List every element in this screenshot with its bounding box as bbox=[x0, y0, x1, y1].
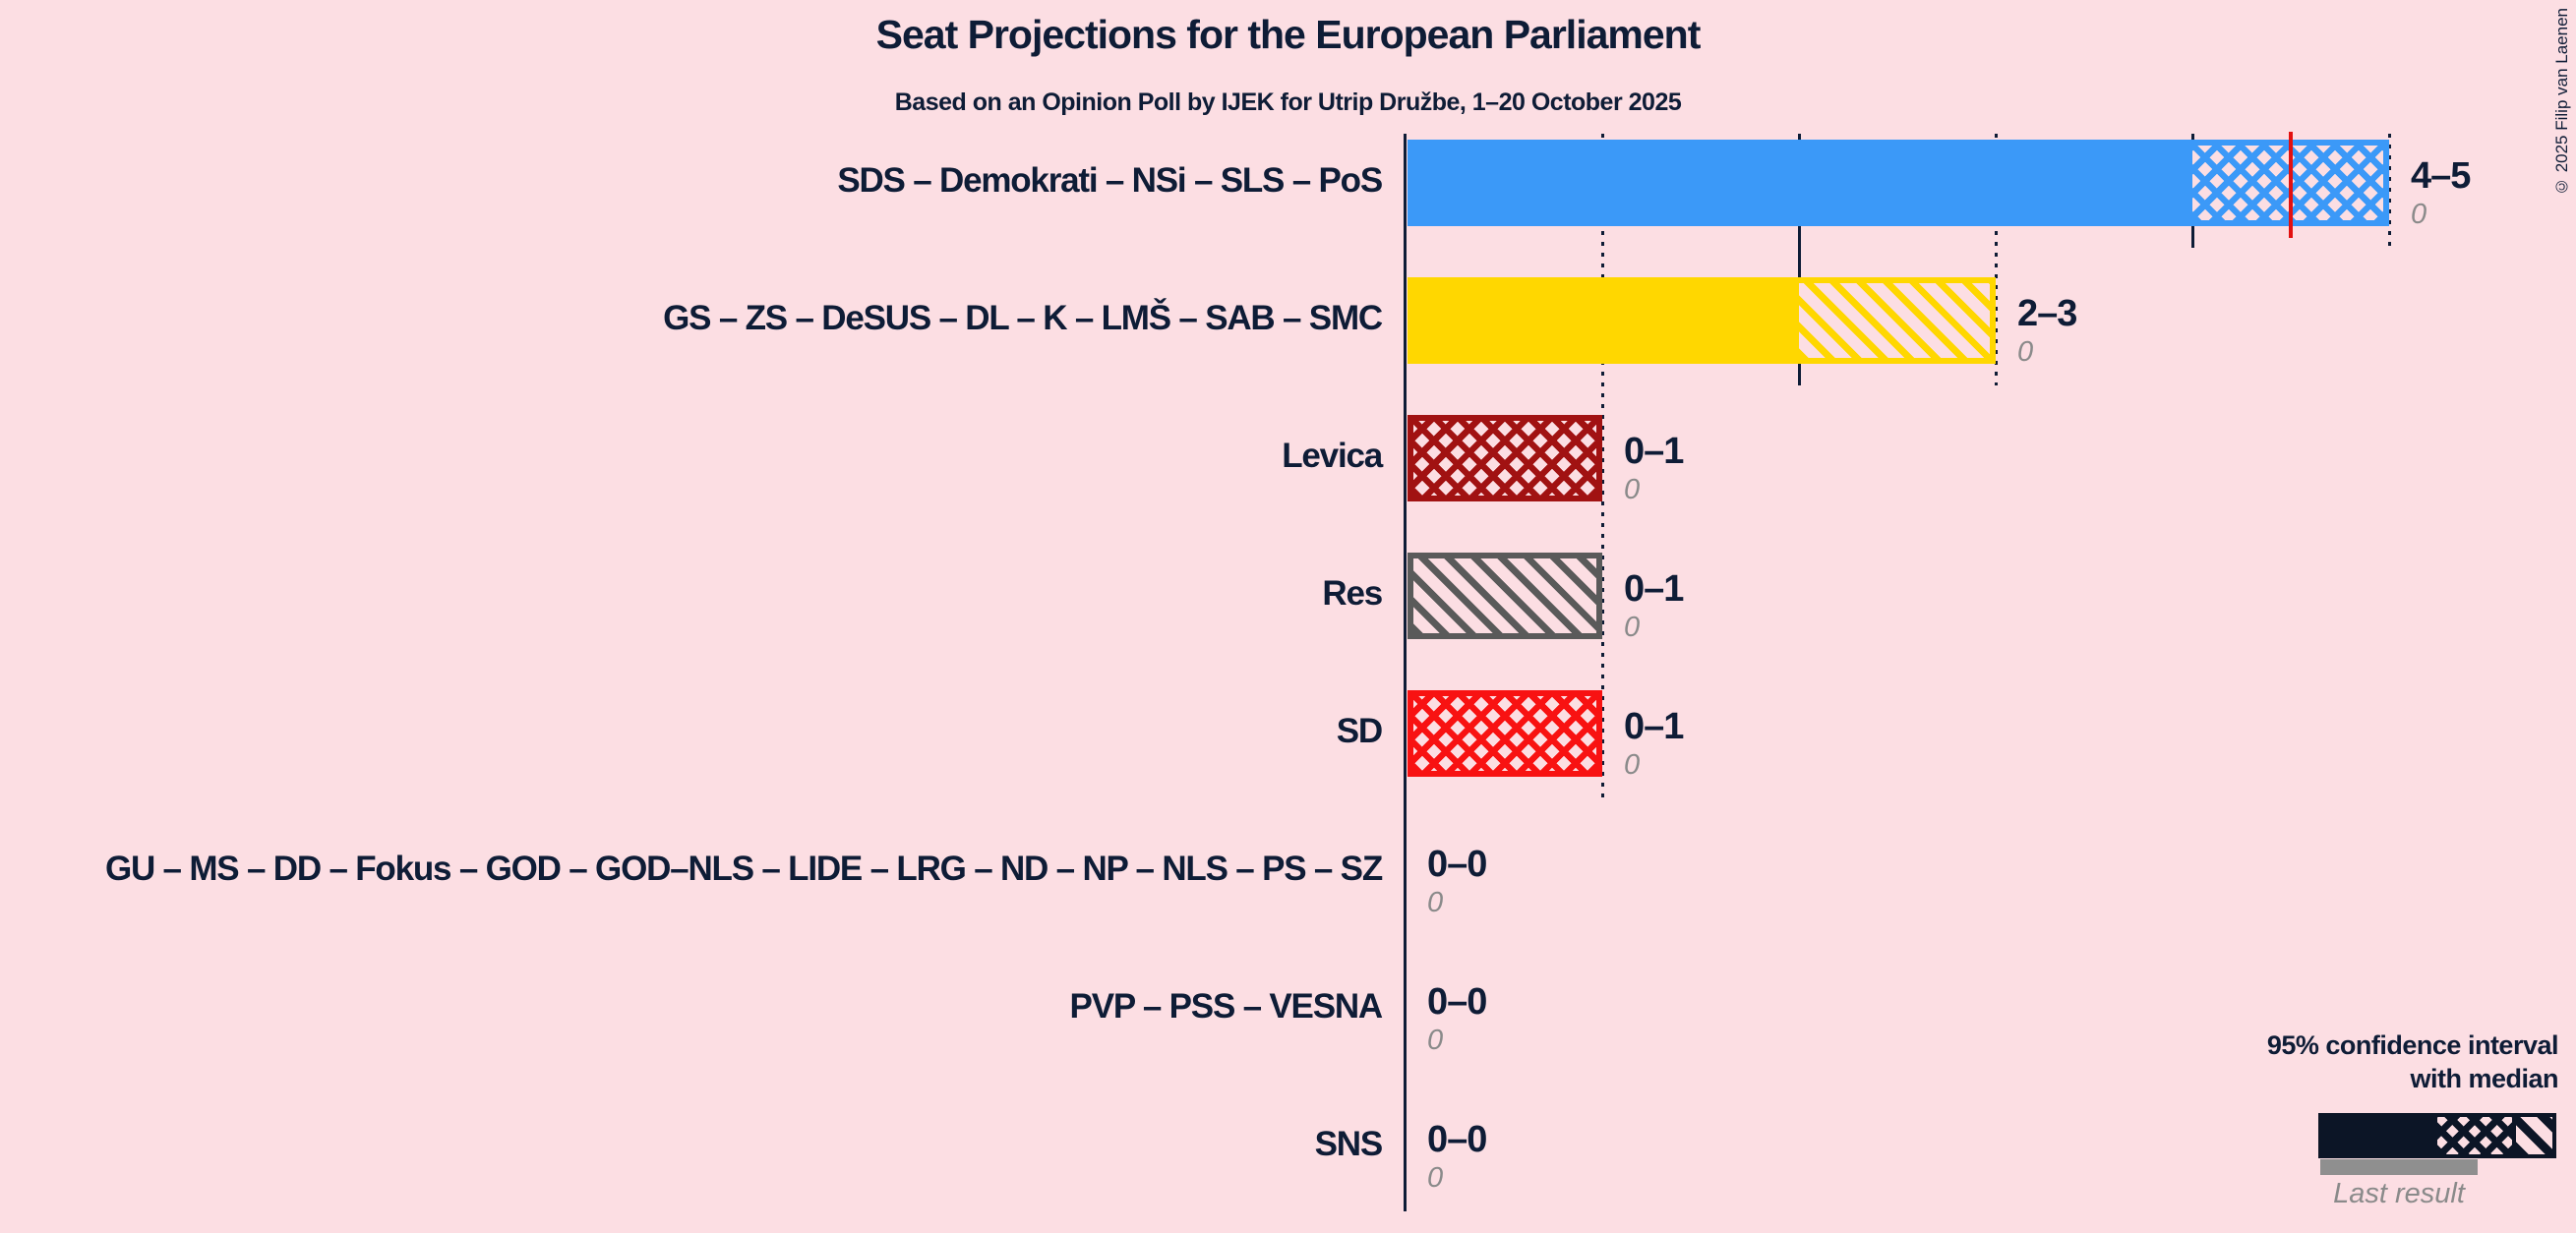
last-result-value: 0 bbox=[1427, 1025, 1444, 1056]
x-axis-line bbox=[1404, 134, 1407, 1211]
chart-subtitle: Based on an Opinion Poll by IJEK for Utr… bbox=[894, 88, 1682, 116]
chart-title: Seat Projections for the European Parlia… bbox=[875, 12, 1702, 57]
seat-range-label: 0–0 bbox=[1427, 844, 1487, 885]
last-result-value: 0 bbox=[1427, 887, 1444, 918]
seat-range-label: 0–1 bbox=[1624, 431, 1684, 472]
last-result-value: 0 bbox=[2017, 336, 2034, 368]
seat-range-label: 0–1 bbox=[1624, 568, 1684, 610]
seat-range-label: 0–1 bbox=[1624, 706, 1684, 747]
legend-confidence-bar bbox=[2318, 1113, 2556, 1158]
ci-hatch-segment bbox=[1408, 553, 1602, 639]
ci-hatch-segment bbox=[1799, 277, 1996, 364]
gridline-dotted bbox=[1601, 134, 1604, 798]
last-result-value: 0 bbox=[1624, 612, 1641, 643]
ci-solid-segment bbox=[1408, 277, 1799, 364]
legend-ci-label-line2: with median bbox=[2410, 1064, 2558, 1093]
party-label: SD bbox=[1336, 712, 1383, 750]
seat-range-label: 0–0 bbox=[1427, 981, 1487, 1023]
median-line bbox=[2289, 132, 2293, 238]
ci-hatch-segment bbox=[2192, 140, 2389, 226]
legend-solid-segment bbox=[2322, 1117, 2437, 1154]
last-result-value: 0 bbox=[1624, 749, 1641, 781]
seat-range-label: 4–5 bbox=[2411, 155, 2471, 197]
party-label: SNS bbox=[1314, 1125, 1384, 1163]
legend-last-result-label: Last result bbox=[2333, 1178, 2465, 1209]
party-label: Levica bbox=[1282, 437, 1383, 475]
seat-range-label: 2–3 bbox=[2017, 293, 2077, 334]
last-result-value: 0 bbox=[1624, 474, 1641, 505]
legend-crosshatch-segment bbox=[2436, 1117, 2513, 1154]
party-label: SDS – Demokrati – NSi – SLS – PoS bbox=[837, 161, 1383, 200]
last-result-value: 0 bbox=[1427, 1162, 1444, 1194]
legend-diagonal-segment bbox=[2512, 1117, 2552, 1154]
ci-hatch-segment bbox=[1408, 415, 1602, 501]
gridline-solid bbox=[1798, 134, 1801, 385]
last-result-value: 0 bbox=[2411, 199, 2427, 230]
seat-range-label: 0–0 bbox=[1427, 1119, 1487, 1160]
legend-ci-label-line1: 95% confidence interval bbox=[2266, 1030, 2559, 1060]
legend-last-result-bar bbox=[2320, 1159, 2478, 1175]
ci-solid-segment bbox=[1408, 140, 2192, 226]
gridline-dotted bbox=[2388, 134, 2391, 248]
copyright-note: © 2025 Filip van Laenen bbox=[2552, 8, 2571, 197]
gridline-dotted bbox=[1995, 134, 1998, 385]
party-label: Res bbox=[1322, 574, 1383, 613]
party-label: GS – ZS – DeSUS – DL – K – LMŠ – SAB – S… bbox=[663, 299, 1383, 337]
party-label: PVP – PSS – VESNA bbox=[1069, 987, 1384, 1026]
ci-hatch-segment bbox=[1408, 690, 1602, 777]
party-label: GU – MS – DD – Fokus – GOD – GOD–NLS – L… bbox=[104, 850, 1383, 888]
